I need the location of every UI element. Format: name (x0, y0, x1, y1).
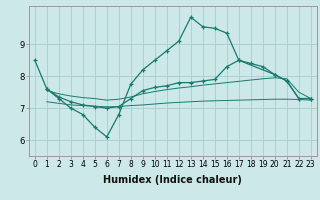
X-axis label: Humidex (Indice chaleur): Humidex (Indice chaleur) (103, 175, 242, 185)
